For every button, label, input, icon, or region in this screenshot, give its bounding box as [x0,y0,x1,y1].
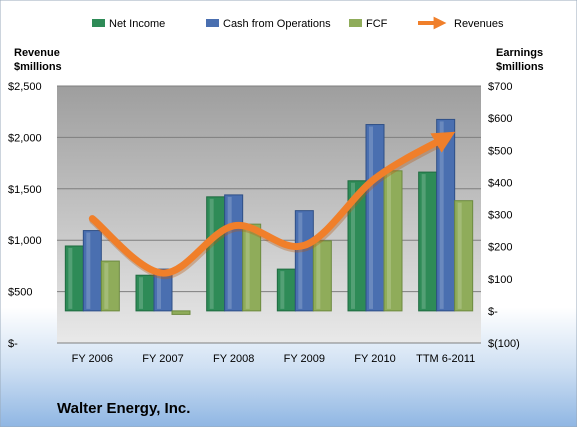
right-axis-tick-label: $500 [488,145,512,157]
right-axis-tick-label: $(100) [488,338,520,350]
right-axis-tick-label: $600 [488,113,512,125]
plot-area [57,86,481,343]
x-axis-tick-label: FY 2007 [142,353,183,365]
left-axis-tick-label: $500 [8,287,32,299]
revenue-point [303,244,305,246]
bar-highlight [139,277,143,309]
bar-highlight [439,121,444,309]
revenue-line [88,131,456,277]
legend-item-net-income[interactable]: Net Income [92,18,165,30]
bar-highlight [86,232,91,309]
right-axis-tick-label: $400 [488,177,512,189]
bar-highlight [68,247,73,309]
left-axis-tick-label: $1,000 [8,235,42,247]
revenue-line-layer [88,131,456,280]
x-axis-tick-label: FY 2006 [72,353,113,365]
left-axis-tick-label: $- [8,338,18,350]
bar-net-income [276,268,296,312]
bar-fcf [100,260,120,312]
bar-net-income [135,274,155,312]
bar-highlight [316,242,321,309]
right-axis-tick-label: $100 [488,274,512,286]
bar-highlight [157,271,161,309]
revenue-point [374,178,376,180]
bar-highlight [351,182,355,309]
bar-highlight [421,174,426,309]
left-axis-tick-label: $2,500 [8,81,42,93]
left-axis-title-line2: $millions [14,61,62,73]
legend-item-cash-from-operations[interactable]: Cash from Operations [206,18,331,30]
legend-label-cash-from-operations: Cash from Operations [223,18,331,30]
right-axis-title-line1: Earnings [496,47,543,59]
legend-label-net-income: Net Income [109,18,165,30]
legend-swatch-cash-from-operations [206,19,219,27]
bar-highlight [227,196,232,309]
bar-cash-from-operations [365,124,385,312]
x-axis-tick-label: TTM 6-2011 [416,353,475,365]
left-axis-tick-label: $2,000 [8,132,42,144]
bar-net-income [206,196,226,312]
bar-highlight [245,226,250,309]
x-axis-ticks: FY 2006 FY 2007 FY 2008 FY 2009 FY 2010 TTM 6… [72,353,476,365]
legend-swatch-net-income [92,19,105,27]
bar-highlight [369,126,373,309]
right-axis-ticks: $(100) $- $100 $200 $300 $400 $500 $600 $700 [488,81,520,350]
bar-highlight [104,263,109,309]
bar-cash-from-operations [294,210,314,312]
revenue-point [445,136,447,138]
bar-net-income [64,245,84,312]
legend-label-revenues: Revenues [454,18,504,30]
bar-cash-from-operations [153,268,173,312]
x-axis-tick-label: FY 2009 [284,353,325,365]
x-axis-tick-label: FY 2010 [354,353,395,365]
bar-highlight [209,198,214,309]
revenue-point [233,225,235,227]
legend-item-fcf[interactable]: FCF [349,18,388,30]
company-name: Walter Energy, Inc. [57,400,190,417]
right-axis-tick-label: $- [488,306,498,318]
bar-series [64,118,474,315]
bar-fcf [242,223,262,312]
right-axis-tick-label: $200 [488,242,512,254]
left-axis-ticks: $- $500 $1,000 $1,500 $2,000 $2,500 [8,81,42,350]
bar-highlight [280,271,285,309]
bar-fcf [171,310,191,315]
left-axis-tick-label: $1,500 [8,184,42,196]
bar-highlight [298,212,303,309]
bar-fcf [312,240,332,312]
bar-cash-from-operations [82,230,102,312]
revenue-point [162,272,164,274]
right-axis-title-line2: $millions [496,61,544,73]
right-axis-tick-label: $300 [488,210,512,222]
legend: Net Income Cash from Operations FCF Reve… [92,16,504,30]
left-axis-title-line1: Revenue [14,47,60,59]
bar-highlight [387,172,391,309]
bar-fcf [454,200,474,312]
legend-item-revenues[interactable]: Revenues [418,16,504,30]
right-axis-tick-label: $700 [488,81,512,93]
bar-cash-from-operations [436,118,456,312]
revenue-point [91,218,93,220]
legend-label-fcf: FCF [366,18,388,30]
legend-swatch-fcf [349,19,362,27]
x-axis-tick-label: FY 2008 [213,353,254,365]
bar-fcf [383,170,403,312]
bar-net-income [418,171,438,312]
bar-highlight [457,202,462,309]
bar-cash-from-operations [224,194,244,312]
